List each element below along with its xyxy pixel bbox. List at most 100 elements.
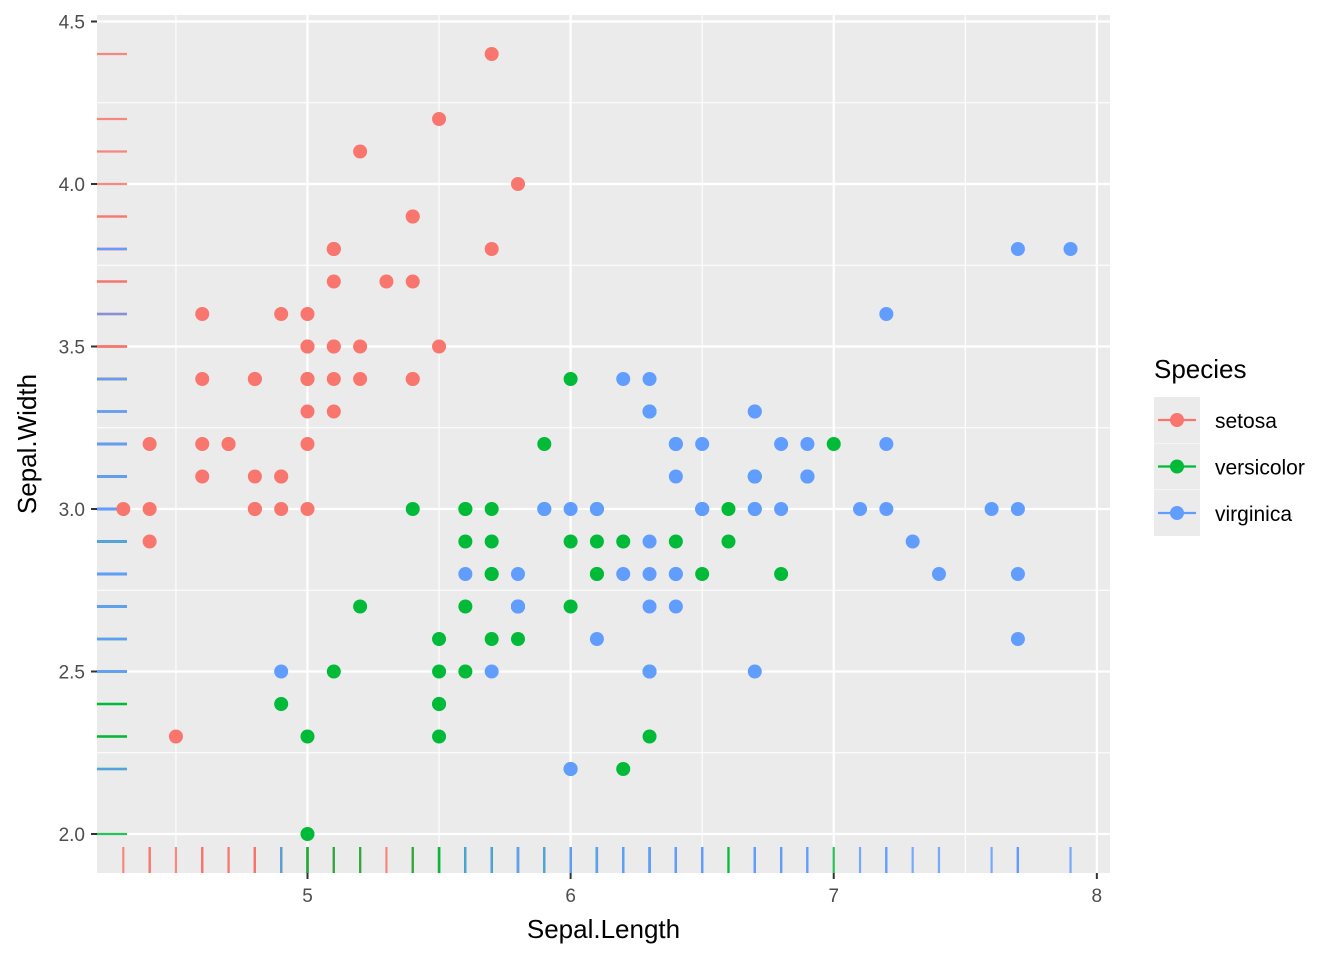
point-setosa xyxy=(326,274,341,289)
minor-grid xyxy=(97,15,1110,873)
point-versicolor xyxy=(721,502,736,516)
x-tick-label: 6 xyxy=(565,886,576,907)
point-virginica xyxy=(853,502,868,516)
legend-title: Species xyxy=(1154,354,1247,384)
point-setosa xyxy=(116,502,131,516)
point-virginica xyxy=(510,567,525,581)
point-virginica xyxy=(642,567,657,581)
point-versicolor xyxy=(616,534,631,549)
point-virginica xyxy=(879,502,894,516)
point-setosa xyxy=(247,372,262,386)
point-virginica xyxy=(642,599,657,614)
point-virginica xyxy=(563,502,578,516)
point-setosa xyxy=(484,47,499,61)
point-virginica xyxy=(747,404,762,419)
point-setosa xyxy=(510,177,525,191)
point-virginica xyxy=(774,502,789,516)
point-versicolor xyxy=(432,632,447,646)
point-versicolor xyxy=(774,567,789,581)
point-setosa xyxy=(195,307,210,321)
point-setosa xyxy=(247,502,262,516)
point-virginica xyxy=(747,502,762,516)
y-tick-label: 3.5 xyxy=(59,338,85,359)
point-setosa xyxy=(221,437,236,451)
point-versicolor xyxy=(510,632,525,646)
point-virginica xyxy=(931,567,946,581)
point-versicolor xyxy=(589,567,604,581)
point-versicolor xyxy=(300,729,315,744)
point-versicolor xyxy=(458,599,473,614)
x-tick-label: 8 xyxy=(1092,886,1103,907)
point-versicolor xyxy=(642,729,657,744)
point-virginica xyxy=(668,469,683,484)
point-versicolor xyxy=(353,599,368,614)
point-virginica xyxy=(1010,242,1025,256)
point-virginica xyxy=(1010,632,1025,646)
point-virginica xyxy=(879,307,894,321)
point-virginica xyxy=(1063,242,1078,256)
point-virginica xyxy=(642,534,657,549)
x-axis: 5 6 7 8 xyxy=(302,873,1102,907)
point-virginica xyxy=(589,502,604,516)
legend-key-point-setosa xyxy=(1170,413,1184,427)
point-setosa xyxy=(432,339,447,354)
point-virginica xyxy=(668,599,683,614)
x-axis-title: Sepal.Length xyxy=(527,914,680,944)
point-virginica xyxy=(800,437,815,451)
point-versicolor xyxy=(484,534,499,549)
point-virginica xyxy=(642,664,657,679)
point-versicolor xyxy=(484,632,499,646)
y-tick-label: 2.5 xyxy=(59,663,85,684)
major-grid xyxy=(97,15,1110,873)
point-virginica xyxy=(1010,567,1025,581)
point-versicolor xyxy=(484,567,499,581)
point-virginica xyxy=(774,437,789,451)
point-versicolor xyxy=(458,664,473,679)
point-versicolor xyxy=(563,599,578,614)
point-setosa xyxy=(300,339,315,354)
point-setosa xyxy=(484,242,499,256)
legend: Species setosa versicolor virginica xyxy=(1154,354,1305,536)
point-versicolor xyxy=(721,534,736,549)
point-setosa xyxy=(326,372,341,386)
point-virginica xyxy=(800,469,815,484)
point-virginica xyxy=(695,437,710,451)
point-setosa xyxy=(274,502,289,516)
point-versicolor xyxy=(274,697,289,711)
point-setosa xyxy=(300,372,315,386)
point-setosa xyxy=(247,469,262,484)
point-versicolor xyxy=(668,534,683,549)
point-setosa xyxy=(405,274,420,289)
point-virginica xyxy=(695,502,710,516)
point-virginica xyxy=(747,469,762,484)
point-versicolor xyxy=(326,664,341,679)
point-setosa xyxy=(142,502,157,516)
point-versicolor xyxy=(300,827,315,841)
point-virginica xyxy=(668,567,683,581)
legend-key-point-versicolor xyxy=(1170,459,1184,474)
point-virginica xyxy=(484,664,499,679)
legend-label-virginica: virginica xyxy=(1215,503,1292,526)
y-tick-label: 2.0 xyxy=(59,825,85,846)
point-versicolor xyxy=(589,534,604,549)
point-setosa xyxy=(300,502,315,516)
point-versicolor xyxy=(563,372,578,386)
point-setosa xyxy=(300,307,315,321)
point-virginica xyxy=(458,567,473,581)
point-setosa xyxy=(195,372,210,386)
point-setosa xyxy=(142,534,157,549)
point-setosa xyxy=(142,437,157,451)
x-tick-label: 7 xyxy=(828,886,839,907)
point-setosa xyxy=(274,307,289,321)
point-setosa xyxy=(274,469,289,484)
x-tick-label: 5 xyxy=(302,886,313,907)
point-setosa xyxy=(195,437,210,451)
point-versicolor xyxy=(432,697,447,711)
point-setosa xyxy=(379,274,394,289)
point-setosa xyxy=(353,339,368,354)
plot-panel xyxy=(97,15,1110,873)
point-virginica xyxy=(642,372,657,386)
point-setosa xyxy=(432,112,447,126)
point-virginica xyxy=(537,502,552,516)
